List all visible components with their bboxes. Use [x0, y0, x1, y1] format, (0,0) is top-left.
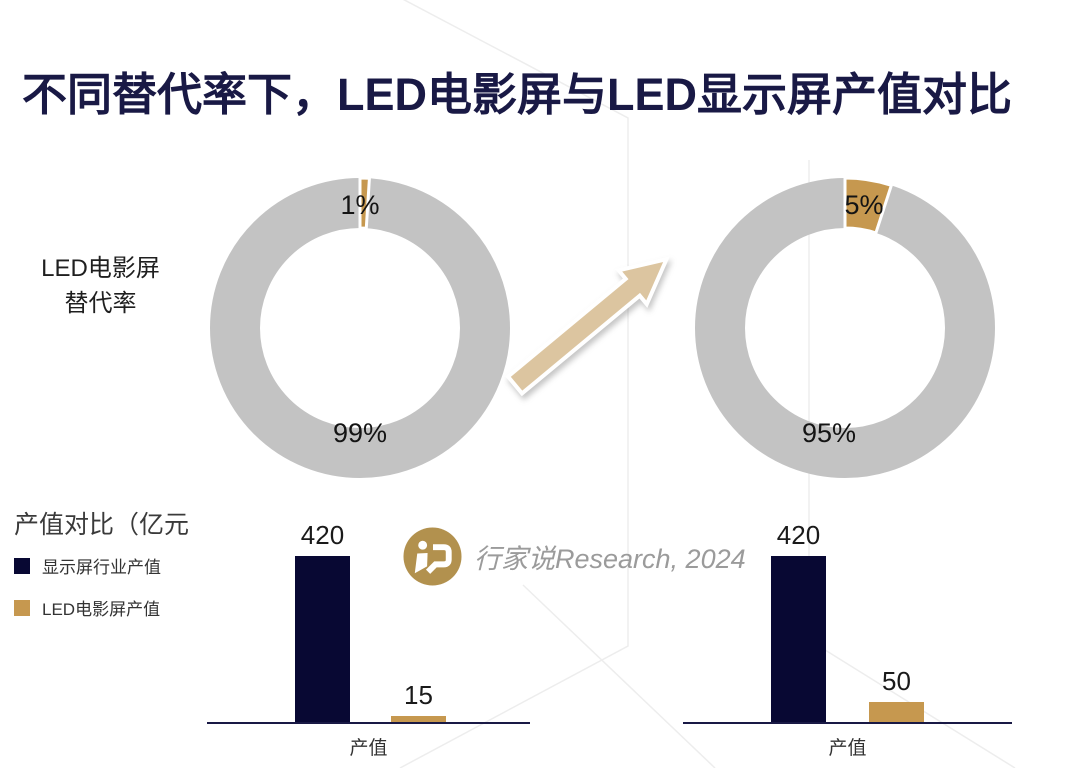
x-axis-line [683, 722, 1012, 724]
bar-value-label: 15 [404, 680, 433, 710]
x-axis-category-label: 产值 [349, 738, 388, 759]
donut-gold-wedge [358, 176, 372, 230]
donut-chart-future-svg [695, 176, 995, 478]
bar-group-led-cinema: 15 [391, 682, 446, 722]
donut-gray-ring [210, 178, 510, 478]
legend-label-led-cinema: LED电影屏产值 [42, 600, 161, 619]
x-axis-category-label: 产值 [828, 738, 867, 759]
bar-group-display-industry: 420 [295, 522, 350, 722]
bar-group-led-cinema: 50 [869, 668, 924, 722]
legend-label-display-industry: 显示屏行业产值 [42, 558, 161, 577]
gold-swatch-icon [14, 599, 30, 616]
donut-chart-future: 5% 95% [695, 176, 995, 478]
donut-current-large-pct: 99% [332, 418, 388, 448]
speech-bubble-logo-icon [403, 527, 462, 586]
donut-chart-current-svg [210, 176, 510, 478]
bar-value-label: 50 [882, 666, 911, 696]
output-value-heading: 产值对比（亿元 [14, 511, 190, 539]
donut-future-small-pct: 5% [844, 190, 884, 220]
legend: 显示屏行业产值 LED电影屏产值 [14, 553, 161, 637]
watermark: 行家说Research, 2024 [403, 527, 746, 586]
navy-swatch-icon [14, 557, 30, 574]
x-axis-line [207, 722, 530, 724]
navy-bar [295, 556, 350, 722]
watermark-text: 行家说Research, 2024 [474, 544, 746, 574]
bar-value-label: 420 [776, 520, 821, 550]
replacement-rate-label-line2: 替代率 [64, 289, 137, 317]
navy-bar [771, 556, 826, 722]
legend-item-display-industry: 显示屏行业产值 [14, 553, 161, 578]
bar-chart-current: 420 15 产值 [207, 510, 530, 759]
gold-bar [869, 702, 924, 722]
donut-current-small-pct: 1% [340, 190, 380, 220]
bar-group-display-industry: 420 [771, 522, 826, 722]
replacement-rate-label: LED电影屏 替代率 [18, 252, 183, 322]
legend-item-led-cinema: LED电影屏产值 [14, 595, 161, 620]
bar-chart-future: 420 50 产值 [683, 510, 1012, 759]
gold-bar [391, 716, 446, 722]
growth-arrow-icon [505, 256, 671, 397]
donut-gold-wedge [843, 176, 894, 235]
replacement-rate-label-line1: LED电影屏 [41, 255, 160, 282]
donut-future-large-pct: 95% [801, 418, 857, 448]
donut-gray-ring [695, 178, 995, 478]
page-title: 不同替代率下，LED电影屏与LED显示屏产值对比 [22, 69, 1013, 120]
donut-chart-current: 1% 99% [210, 176, 510, 478]
bar-value-label: 420 [300, 520, 345, 550]
